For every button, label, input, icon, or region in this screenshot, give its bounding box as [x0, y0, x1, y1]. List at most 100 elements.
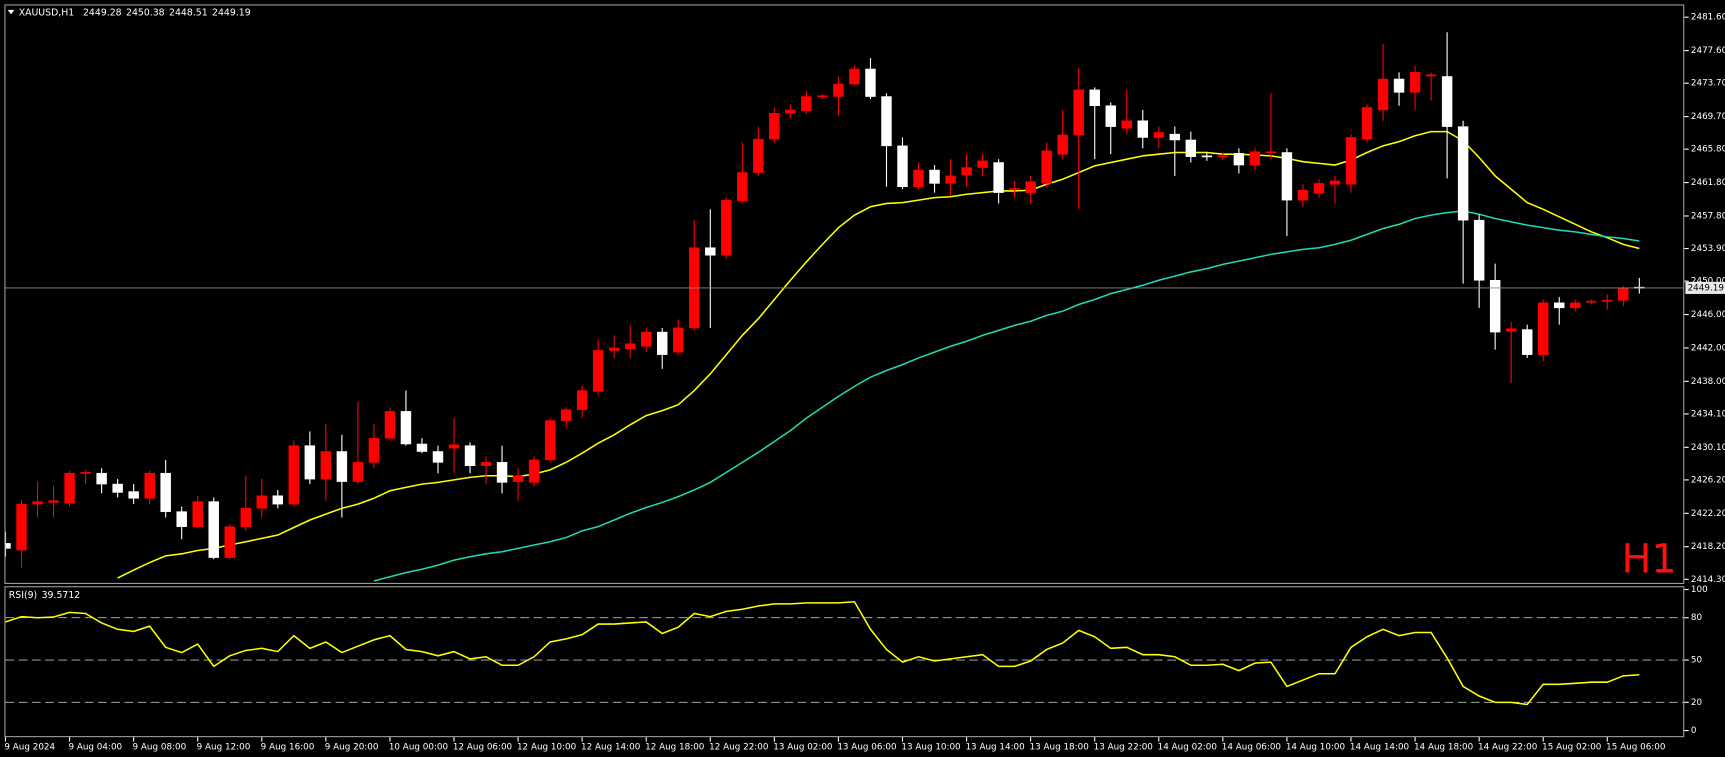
candle-body: [849, 68, 860, 85]
candle-body: [1153, 132, 1165, 138]
candle-body: [1457, 126, 1469, 221]
candle-body: [1025, 181, 1036, 193]
candle-body: [897, 145, 908, 188]
x-tick-label: 14 Aug 22:00: [1478, 743, 1538, 753]
candle-body: [528, 459, 540, 483]
candle-body: [881, 96, 892, 147]
candle-body: [1105, 105, 1116, 127]
candle-body: [961, 167, 972, 176]
candle-body: [352, 462, 364, 482]
candle-body: [608, 347, 620, 351]
candle-body: [272, 495, 284, 505]
candle-body: [1217, 155, 1229, 158]
candle-body: [640, 331, 652, 347]
collapse-arrow[interactable]: [7, 9, 15, 15]
candle-body: [576, 390, 588, 411]
candle-body: [993, 162, 1004, 193]
axes: 2414.30 2418.20 2422.20 2426.20 2430.10 2434.…: [4, 13, 1725, 753]
moving-average: [373, 210, 1640, 582]
price-plot: H1: [5, 32, 1684, 582]
candle-body: [544, 420, 556, 461]
candle-body: [336, 451, 348, 482]
rsi-name: RSI(9): [9, 590, 37, 601]
candle-body: [240, 508, 251, 527]
candle-body: [624, 343, 636, 350]
rsi-header: RSI(9) 39.5712: [9, 590, 80, 601]
rsi-line: [5, 600, 1640, 706]
candle-body: [16, 503, 27, 551]
candle-body: [192, 501, 203, 527]
x-tick-label: 15 Aug 02:00: [1542, 743, 1602, 753]
ohlc-low: 2448.51: [169, 7, 208, 18]
candle-body: [1425, 74, 1437, 77]
y-tick-label: 2457.80: [1691, 211, 1725, 221]
candle-body: [160, 472, 171, 512]
x-tick-label: 9 Aug 20:00: [325, 743, 379, 753]
candle-body: [1009, 188, 1020, 190]
y-tick-label: 2450.00: [1691, 277, 1725, 287]
candle-body: [80, 472, 91, 474]
y-tick-label: 2446.00: [1691, 310, 1725, 320]
rsi-value: 39.5712: [42, 590, 81, 601]
candle-body: [1121, 120, 1132, 129]
rsi-tick-label: 20: [1691, 698, 1703, 708]
candle-body: [1602, 300, 1613, 302]
rsi-panel-frame: [4, 586, 1685, 738]
x-tick-label: 14 Aug 06:00: [1222, 743, 1282, 753]
rsi-plot: [5, 600, 1684, 706]
x-tick-label: 12 Aug 14:00: [581, 743, 641, 753]
candle-body: [913, 169, 924, 188]
candle-body: [416, 443, 428, 452]
main-panel-frame: [4, 4, 1685, 585]
candle-body: [96, 472, 107, 485]
candle-body: [5, 543, 11, 549]
candle-body: [817, 95, 828, 98]
x-tick-label: 12 Aug 22:00: [709, 743, 769, 753]
candle-body: [368, 437, 380, 463]
candle-body: [1089, 89, 1100, 107]
candle-body: [384, 411, 396, 439]
candle-body: [1041, 150, 1052, 184]
moving-average: [117, 130, 1640, 579]
candle-body: [1618, 287, 1629, 301]
candle-body: [256, 495, 268, 509]
candle-body: [464, 445, 476, 466]
candle-body: [929, 169, 940, 184]
x-tick-label: 13 Aug 22:00: [1094, 743, 1154, 753]
candle-body: [721, 199, 732, 256]
x-tick-label: 14 Aug 18:00: [1414, 743, 1474, 753]
rsi-tick-label: 100: [1691, 585, 1708, 595]
candle-body: [1489, 280, 1501, 333]
candle-body: [496, 462, 508, 483]
candle-body: [224, 526, 235, 558]
candle-body: [320, 451, 332, 480]
candle-body: [1377, 78, 1389, 111]
candle-body: [1570, 302, 1581, 309]
x-tick-label: 14 Aug 14:00: [1350, 743, 1410, 753]
candle-body: [112, 483, 123, 493]
y-tick-label: 2453.90: [1691, 244, 1725, 254]
candle-body: [1409, 72, 1421, 93]
candle-body: [833, 83, 844, 97]
candle-body: [400, 411, 412, 445]
rsi-tick-label: 80: [1691, 613, 1703, 623]
candle-body: [1393, 78, 1405, 93]
candle-body: [705, 247, 716, 256]
current-price-label: 2449.19: [1688, 283, 1724, 293]
candle-body: [1233, 153, 1245, 166]
candle-body: [1137, 120, 1148, 138]
y-tick-label: 2473.70: [1691, 79, 1725, 89]
x-tick-label: 13 Aug 02:00: [773, 743, 833, 753]
candle-body: [1249, 151, 1261, 166]
candle-body: [801, 96, 812, 112]
symbol-header: XAUUSD,H1 2449.28 2450.38 2448.51 2449.19: [19, 7, 251, 18]
candle-body: [128, 491, 139, 499]
y-tick-label: 2438.00: [1691, 377, 1725, 387]
candle-body: [1586, 300, 1597, 303]
x-tick-label: 9 Aug 08:00: [133, 743, 187, 753]
rsi-tick-label: 0: [1691, 726, 1697, 736]
candle-body: [144, 472, 155, 499]
candle-body: [32, 501, 43, 505]
candle-body: [945, 175, 956, 184]
